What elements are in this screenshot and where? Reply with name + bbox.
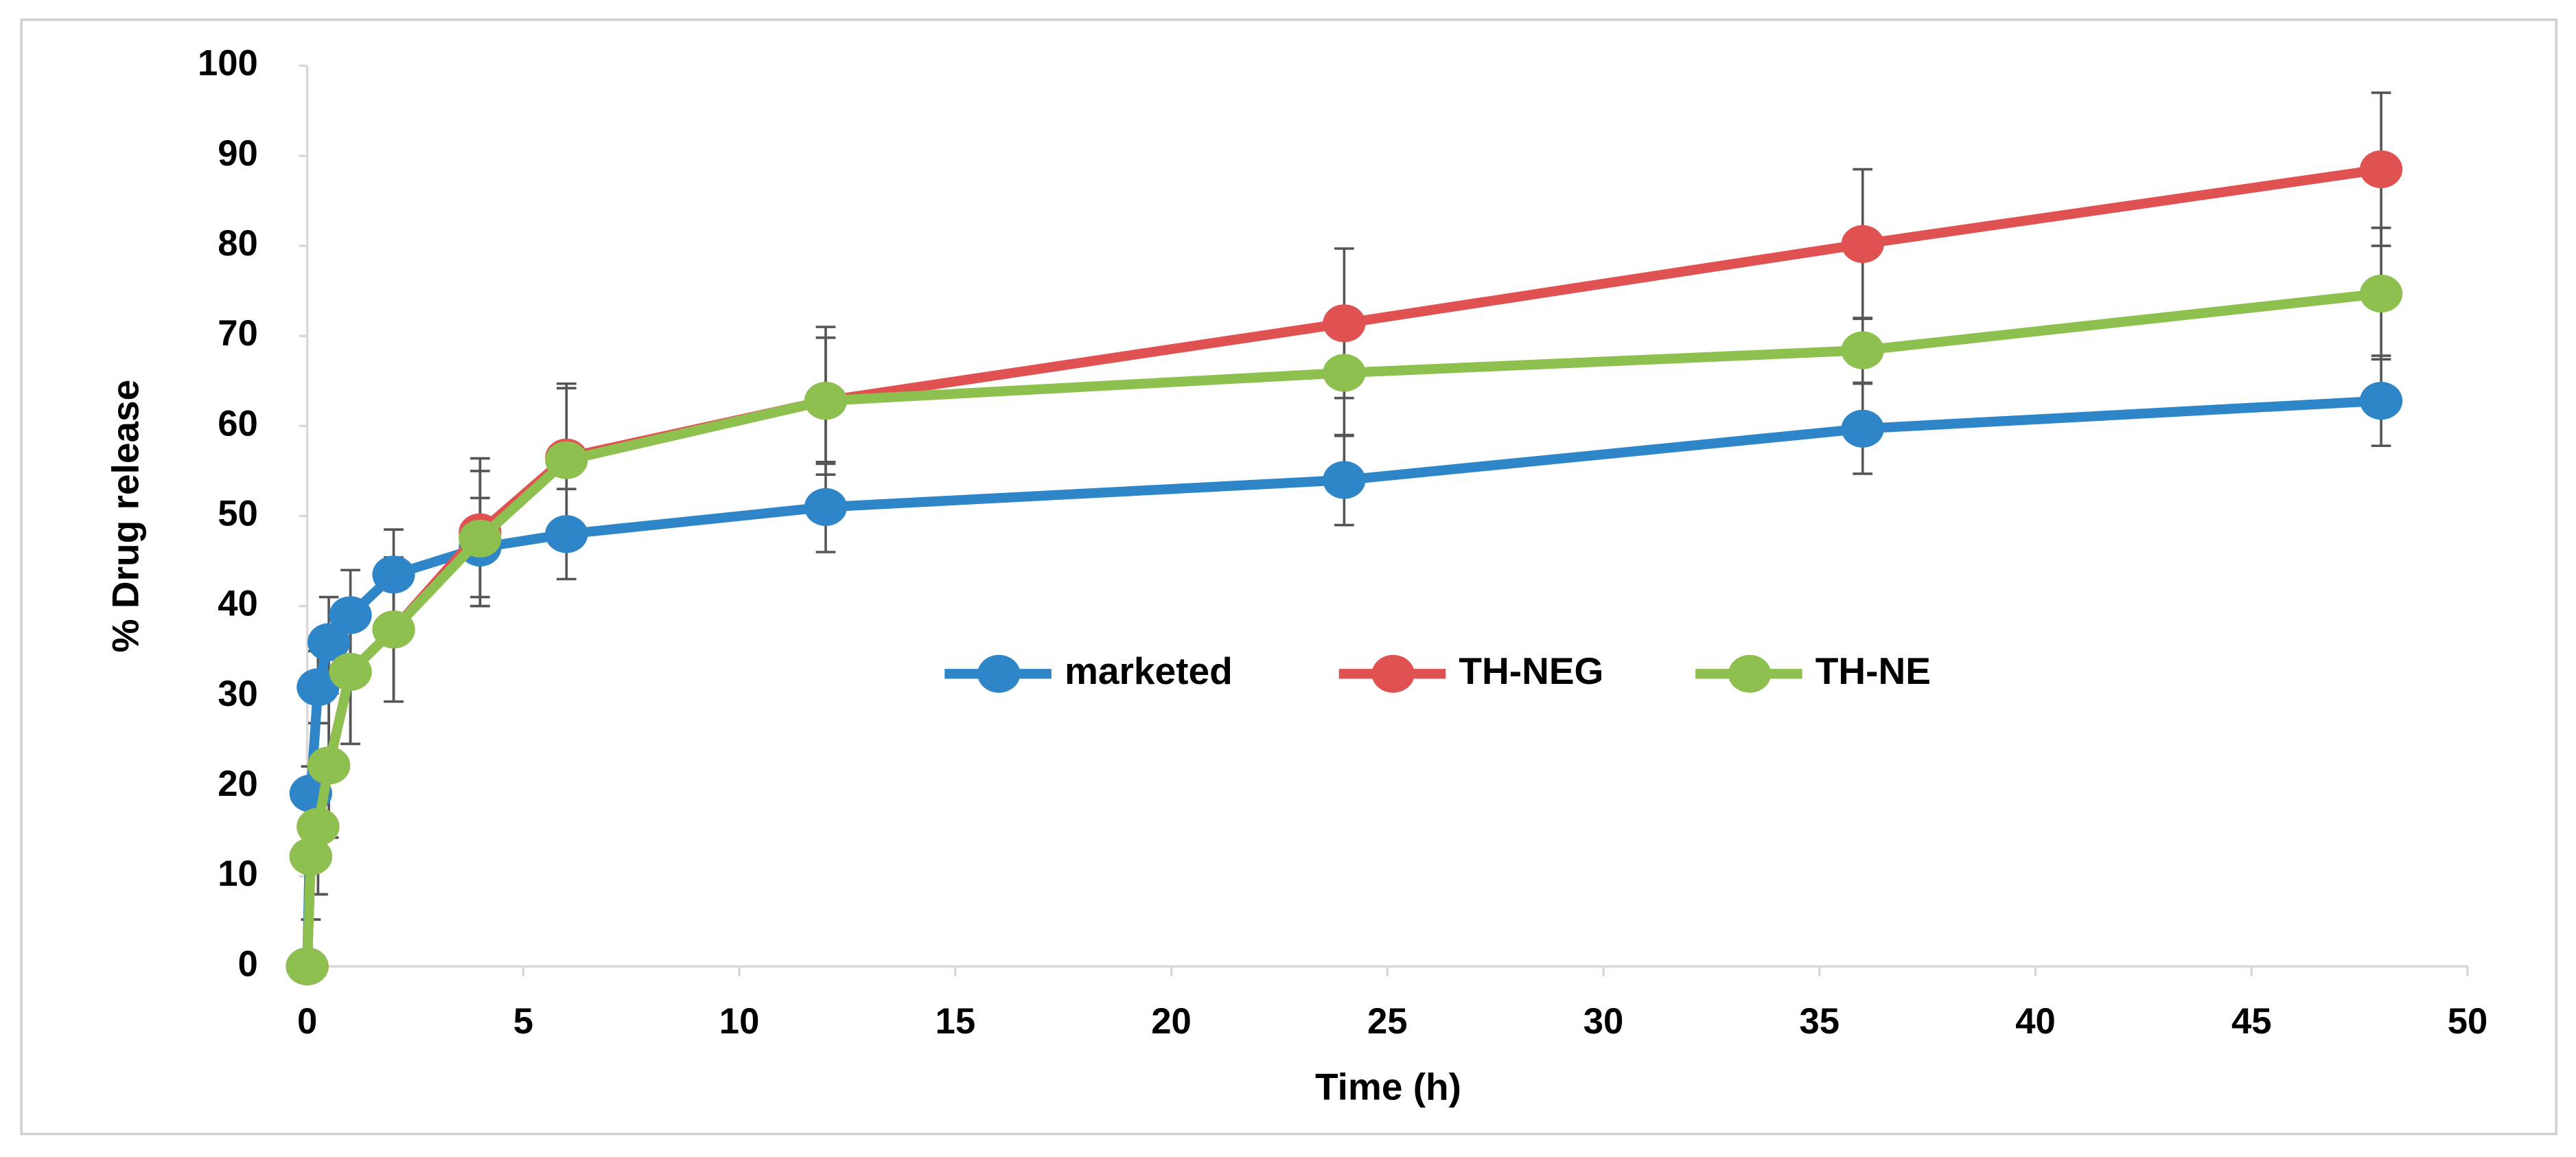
data-point xyxy=(545,515,588,553)
x-axis-title: Time (h) xyxy=(1315,1065,1461,1108)
x-tick-label: 45 xyxy=(2231,1001,2272,1042)
data-point xyxy=(329,652,372,691)
data-point xyxy=(289,837,332,875)
data-point xyxy=(2359,150,2403,189)
x-tick-label: 35 xyxy=(1800,1001,1840,1042)
y-tick-label: 30 xyxy=(218,674,258,714)
y-tick-label: 0 xyxy=(238,943,258,984)
y-tick-label: 100 xyxy=(198,43,258,84)
y-tick-label: 80 xyxy=(218,223,258,264)
data-point xyxy=(329,596,372,634)
data-point xyxy=(297,807,340,846)
data-point xyxy=(1841,409,1884,448)
data-point xyxy=(804,488,848,526)
y-tick-label: 50 xyxy=(218,493,258,534)
data-point xyxy=(297,668,340,707)
y-tick-label: 40 xyxy=(218,584,258,624)
data-point xyxy=(307,746,351,785)
x-tick-label: 20 xyxy=(1151,1001,1192,1042)
data-point xyxy=(286,947,329,985)
legend-marker xyxy=(1728,654,1772,693)
data-point xyxy=(1323,354,1366,392)
y-tick-label: 10 xyxy=(218,854,258,894)
data-point xyxy=(1841,225,1884,263)
data-point xyxy=(2359,382,2403,420)
data-point xyxy=(372,610,415,649)
data-point xyxy=(307,623,351,661)
data-point xyxy=(1323,461,1366,499)
data-point xyxy=(1841,331,1884,369)
data-point xyxy=(545,441,588,479)
data-point xyxy=(459,519,502,558)
data-point xyxy=(804,382,848,420)
x-tick-label: 50 xyxy=(2448,1001,2488,1042)
y-axis-title: % Drug release xyxy=(104,380,146,653)
x-tick-label: 0 xyxy=(297,1001,317,1042)
x-tick-label: 25 xyxy=(1367,1001,1408,1042)
x-tick-label: 15 xyxy=(936,1001,976,1042)
x-tick-label: 5 xyxy=(513,1001,533,1042)
y-tick-label: 20 xyxy=(218,764,258,804)
x-tick-label: 10 xyxy=(719,1001,760,1042)
legend-label: TH-NE xyxy=(1815,650,1931,692)
legend-marker xyxy=(1371,654,1415,693)
legend-label: marketed xyxy=(1065,650,1233,692)
y-tick-label: 70 xyxy=(218,313,258,354)
x-tick-label: 30 xyxy=(1583,1001,1624,1042)
data-point xyxy=(2359,275,2403,313)
data-point xyxy=(1323,304,1366,343)
data-point xyxy=(372,555,415,594)
x-tick-label: 40 xyxy=(2015,1001,2056,1042)
legend-marker xyxy=(977,654,1021,693)
legend-label: TH-NEG xyxy=(1459,650,1603,692)
y-tick-label: 60 xyxy=(218,403,258,444)
y-tick-label: 90 xyxy=(218,133,258,174)
